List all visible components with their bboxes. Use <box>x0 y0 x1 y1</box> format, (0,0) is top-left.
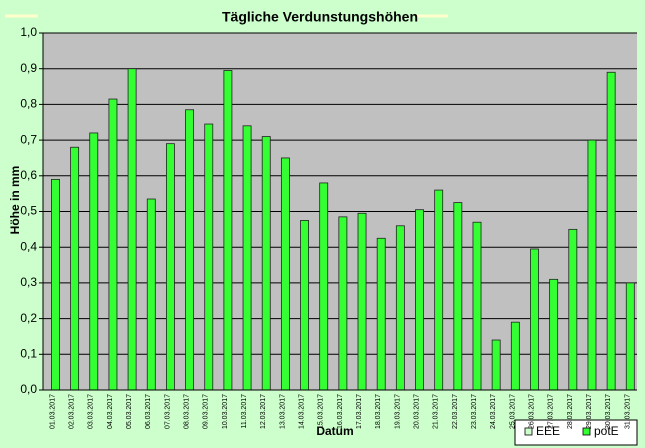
y-tick-label: 0,1 <box>20 346 37 360</box>
legend-label: potE <box>594 424 619 438</box>
x-tick-label: 10.03.2017 <box>222 394 229 429</box>
x-tick-label: 13.03.2017 <box>279 394 286 429</box>
x-tick-label: 04.03.2017 <box>107 394 114 429</box>
bar <box>434 189 444 391</box>
bar <box>376 237 386 391</box>
x-tick-label: 14.03.2017 <box>299 394 306 429</box>
bar <box>338 216 348 391</box>
bar <box>300 220 309 391</box>
x-tick-label: 09.03.2017 <box>203 394 210 429</box>
x-tick-label: 08.03.2017 <box>184 394 191 429</box>
x-tick-label: 30.03.2017 <box>605 394 612 429</box>
bar <box>185 109 195 391</box>
x-tick-label: 07.03.2017 <box>164 394 171 429</box>
bar <box>415 209 424 391</box>
x-tick-label: 27.03.2017 <box>548 394 555 429</box>
legend-box <box>514 419 638 446</box>
legend-swatch <box>524 427 533 436</box>
y-tick-label: 0,2 <box>20 311 37 325</box>
y-tick-label: 0,3 <box>20 275 37 289</box>
x-tick-label: 25.03.2017 <box>509 394 516 429</box>
bar <box>146 198 156 391</box>
bar <box>108 98 118 391</box>
y-tick-label: 0,8 <box>20 97 37 111</box>
x-tick-label: 29.03.2017 <box>586 394 593 429</box>
legend-swatch <box>582 427 591 436</box>
x-tick-label: 22.03.2017 <box>452 394 459 429</box>
x-tick-label: 03.03.2017 <box>88 394 95 429</box>
x-tick-label: 12.03.2017 <box>260 394 267 429</box>
bar <box>204 123 214 391</box>
bar <box>530 248 539 391</box>
bar <box>395 225 405 391</box>
bar <box>606 71 616 391</box>
bar <box>51 178 60 391</box>
y-tick-label: 1,0 <box>20 25 37 39</box>
x-tick-label: 17.03.2017 <box>356 394 363 429</box>
x-tick-label: 21.03.2017 <box>433 394 440 429</box>
bar <box>70 146 80 391</box>
bar <box>89 132 99 391</box>
bar <box>223 70 233 391</box>
bar <box>587 139 597 391</box>
bar <box>165 143 175 391</box>
y-tick-label: 0,0 <box>20 382 37 396</box>
x-tick-label: 18.03.2017 <box>375 394 382 429</box>
chart-title: Tägliche Verdunstungshöhen <box>222 9 418 25</box>
x-tick-label: 31.03.2017 <box>624 394 631 429</box>
bar <box>568 228 578 391</box>
y-tick-label: 0,7 <box>20 132 37 146</box>
x-tick-label: 02.03.2017 <box>69 394 76 429</box>
x-tick-label: 06.03.2017 <box>145 394 152 429</box>
bar <box>319 182 329 391</box>
y-tick-label: 0,4 <box>20 239 37 253</box>
bar <box>510 321 520 391</box>
x-tick-label: 11.03.2017 <box>241 394 248 429</box>
x-tick-label: 23.03.2017 <box>471 394 478 429</box>
y-tick-label: 0,9 <box>20 61 37 75</box>
bar <box>280 157 290 391</box>
y-tick-label: 0,6 <box>20 168 37 182</box>
x-tick-label: 01.03.2017 <box>49 394 56 429</box>
x-tick-label: 20.03.2017 <box>413 394 420 429</box>
bar <box>472 221 482 391</box>
x-tick-label: 05.03.2017 <box>126 394 133 429</box>
bar <box>261 136 271 391</box>
bar <box>491 339 501 391</box>
legend-label: EEE <box>536 424 560 438</box>
x-tick-label: 24.03.2017 <box>490 394 497 429</box>
x-axis-label: Datum <box>316 424 353 438</box>
bar <box>453 202 463 391</box>
x-tick-label: 26.03.2017 <box>528 394 535 429</box>
x-tick-label: 19.03.2017 <box>394 394 401 429</box>
y-tick-label: 0,5 <box>20 204 37 218</box>
x-tick-label: 28.03.2017 <box>567 394 574 429</box>
x-tick-label: 15.03.2017 <box>318 394 325 429</box>
bar <box>127 68 137 391</box>
bar <box>625 282 635 391</box>
x-tick-label: 16.03.2017 <box>337 394 344 429</box>
y-axis-label: Höhe in mm <box>8 166 22 235</box>
bar <box>242 125 252 391</box>
bar <box>549 278 559 391</box>
bar <box>357 212 367 391</box>
